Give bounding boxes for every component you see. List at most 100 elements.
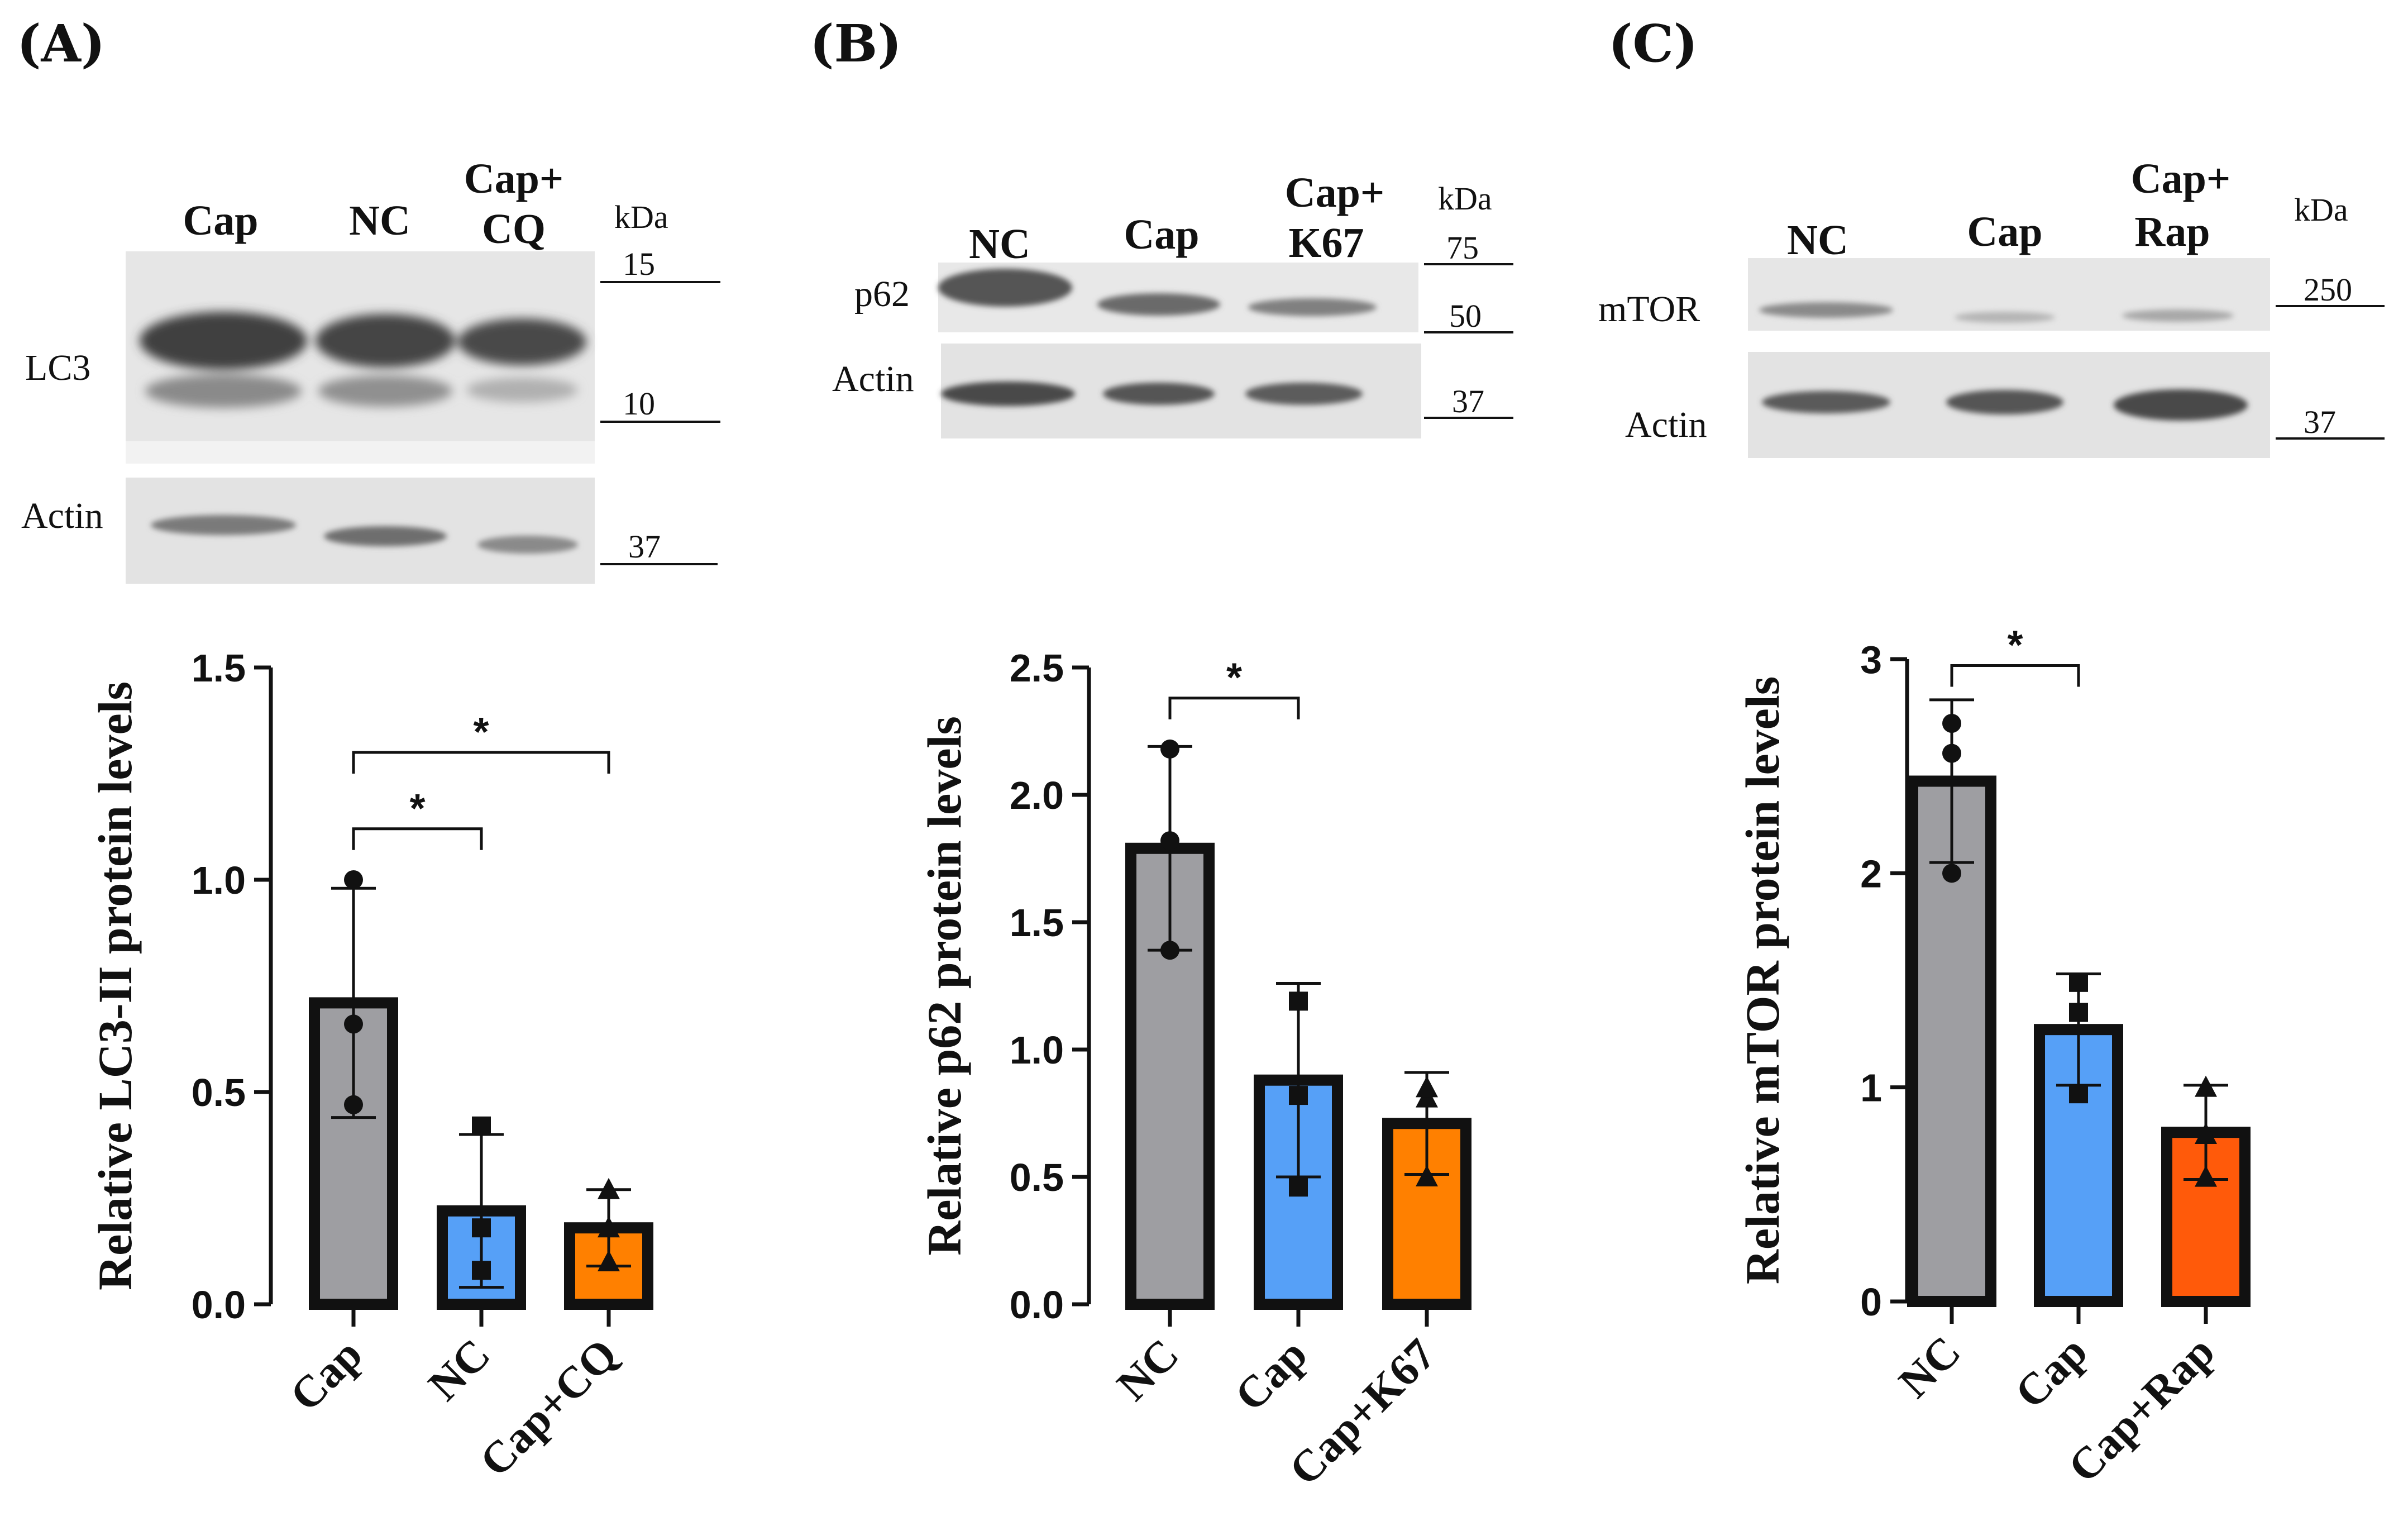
protein-label-actin-b: Actin <box>832 359 914 399</box>
category-label: Cap <box>1226 1330 1317 1421</box>
p62-bands <box>938 269 1377 316</box>
category-label: Cap+CQ <box>471 1330 627 1486</box>
y-tick-label: 2.5 <box>1010 646 1064 690</box>
significance-star: * <box>473 710 489 755</box>
data-point <box>2195 1075 2217 1097</box>
lane-label-rap: Rap <box>2134 208 2210 255</box>
y-tick-label: 3 <box>1860 638 1882 681</box>
data-point <box>1416 1165 1438 1186</box>
lc3-bands <box>140 312 586 408</box>
lane-label-cap-plus-c: Cap+ <box>2131 155 2230 202</box>
data-point <box>344 870 363 889</box>
y-tick-label: 0.0 <box>1010 1283 1064 1327</box>
marker-37-a: 37 <box>628 528 661 565</box>
lc3-blot-edge <box>126 441 595 464</box>
data-point <box>1942 714 1961 733</box>
data-point <box>472 1218 491 1238</box>
category-label: Cap <box>2006 1327 2097 1418</box>
data-point <box>2069 1003 2088 1022</box>
data-point <box>1289 1086 1308 1105</box>
data-point <box>472 1261 491 1280</box>
y-axis-title: Relative p62 protein levels <box>918 716 971 1256</box>
data-point <box>1942 864 1961 883</box>
blot-b: (B) NC Cap Cap+ K67 kDa p62 Actin 75 50 … <box>810 13 1513 438</box>
lane-label-nc-b: NC <box>969 221 1030 268</box>
data-point <box>598 1216 620 1238</box>
kda-label-b: kDa <box>1438 180 1492 217</box>
marker-10: 10 <box>623 385 655 422</box>
panel-label-a: (A) <box>17 13 105 74</box>
y-tick-label: 0 <box>1860 1280 1882 1324</box>
y-tick-label: 0.5 <box>1010 1156 1064 1199</box>
significance-bracket <box>1950 664 2080 687</box>
kda-label-a: kDa <box>614 199 668 235</box>
y-tick-label: 0.0 <box>192 1283 246 1327</box>
protein-label-lc3: LC3 <box>25 347 90 388</box>
panel-label-b: (B) <box>810 13 902 74</box>
data-point <box>2069 1084 2088 1104</box>
lane-label-cap: Cap <box>183 197 258 244</box>
significance-bracket <box>352 827 483 850</box>
lane-label-k67: K67 <box>1288 220 1364 266</box>
protein-label-actin-c: Actin <box>1625 404 1707 445</box>
lane-label-cap-plus-b: Cap+ <box>1285 169 1384 216</box>
y-tick-label: 0.5 <box>192 1071 246 1114</box>
actin-bands-c <box>1762 389 2248 421</box>
data-point <box>472 1116 491 1136</box>
y-axis-title: Relative mTOR protein levels <box>1736 676 1789 1284</box>
data-point <box>1416 1076 1438 1098</box>
actin-bands-b <box>941 382 1363 406</box>
category-label: NC <box>1108 1330 1188 1410</box>
protein-label-actin-a: Actin <box>21 495 103 536</box>
data-point <box>2069 972 2088 992</box>
actin-bands-a <box>151 515 578 554</box>
data-point <box>2195 1123 2217 1144</box>
data-point <box>2195 1165 2217 1187</box>
blot-c: (C) NC Cap Cap+ Rap kDa mTOR Actin 250 3… <box>1598 13 2385 458</box>
lane-label-nc: NC <box>349 197 410 244</box>
bar-chart-a: 0.0 0.5 1.0 1.5 Relative LC3-II protein leve… <box>88 646 653 1486</box>
lane-label-cap-b: Cap <box>1124 211 1199 258</box>
y-tick-label: 1.5 <box>1010 901 1064 945</box>
data-point <box>598 1250 620 1271</box>
y-tick-label: 2.0 <box>1010 774 1064 817</box>
significance-star: * <box>409 786 425 831</box>
kda-label-c: kDa <box>2294 192 2348 228</box>
marker-37-b: 37 <box>1452 383 1484 419</box>
y-tick-label: 1.0 <box>192 859 246 902</box>
significance-bracket <box>352 751 610 774</box>
y-tick-label: 1.0 <box>1010 1028 1064 1072</box>
lane-label-cap-c: Cap <box>1967 208 2042 255</box>
data-point <box>598 1177 620 1199</box>
category-label: NC <box>419 1330 500 1410</box>
lane-label-cap-plus: Cap+ <box>464 155 563 202</box>
bar-chart-b: 0.0 0.5 1.0 1.5 2.0 2.5 Relative p62 protein l… <box>918 646 1471 1495</box>
y-axis-title: Relative LC3-II protein levels <box>88 681 142 1290</box>
mtor-bands <box>1759 302 2234 323</box>
significance-star: * <box>1226 656 1242 700</box>
protein-label-mtor: mTOR <box>1598 289 1700 330</box>
data-point <box>1942 743 1961 763</box>
significance-bracket <box>1168 697 1300 719</box>
marker-250: 250 <box>2304 271 2352 308</box>
protein-label-p62: p62 <box>854 274 910 314</box>
lane-label-cq: CQ <box>482 206 546 252</box>
data-point <box>344 1095 363 1114</box>
category-label: Cap <box>281 1330 372 1421</box>
data-point <box>1289 991 1308 1011</box>
y-tick-label: 1.5 <box>192 646 246 690</box>
marker-50: 50 <box>1449 298 1482 334</box>
y-tick-label: 2 <box>1860 852 1882 895</box>
lane-label-nc-c: NC <box>1787 217 1848 264</box>
marker-37-c: 37 <box>2304 404 2336 440</box>
marker-15: 15 <box>623 246 655 282</box>
data-point <box>1160 831 1179 851</box>
category-label: NC <box>1890 1327 1970 1408</box>
data-point <box>344 1014 363 1034</box>
data-point <box>1289 1177 1308 1197</box>
marker-75: 75 <box>1446 230 1479 266</box>
data-point <box>1160 941 1179 960</box>
panel-label-c: (C) <box>1608 13 1698 74</box>
